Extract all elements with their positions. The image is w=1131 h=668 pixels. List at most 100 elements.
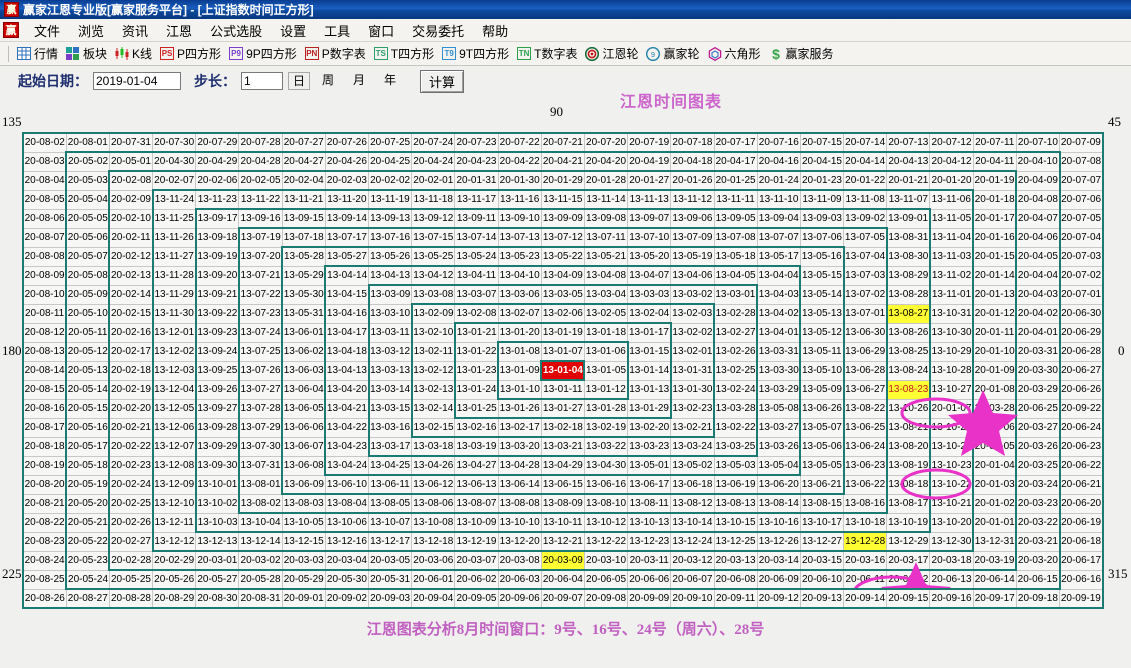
gann-cell-8-7[interactable]: 13-04-15 <box>324 285 370 305</box>
gann-cell-18-0[interactable]: 20-08-20 <box>21 475 67 495</box>
gann-cell-8-2[interactable]: 20-02-14 <box>108 285 154 305</box>
gann-cell-6-2[interactable]: 20-02-12 <box>108 247 154 267</box>
gann-cell-3-14[interactable]: 13-11-13 <box>627 189 672 210</box>
gann-cell-18-15[interactable]: 13-06-18 <box>670 475 715 495</box>
gann-cell-16-5[interactable]: 13-07-30 <box>237 437 283 457</box>
gann-cell-8-23[interactable]: 20-04-03 <box>1016 285 1061 305</box>
gann-cell-3-22[interactable]: 20-01-18 <box>973 190 1018 210</box>
gann-cell-22-10[interactable]: 20-03-07 <box>454 551 499 571</box>
gann-cell-21-15[interactable]: 13-12-24 <box>670 532 715 552</box>
gann-cell-17-8[interactable]: 13-04-25 <box>368 456 413 476</box>
gann-cell-22-24[interactable]: 20-06-17 <box>1059 551 1104 571</box>
gann-cell-20-11[interactable]: 13-10-10 <box>498 513 542 533</box>
gann-cell-24-7[interactable]: 20-09-02 <box>325 589 370 609</box>
gann-cell-24-10[interactable]: 20-09-05 <box>454 589 499 609</box>
gann-cell-8-22[interactable]: 20-01-13 <box>973 285 1018 305</box>
gann-cell-17-5[interactable]: 13-07-31 <box>237 456 283 476</box>
gann-cell-7-22[interactable]: 20-01-14 <box>973 266 1018 286</box>
gann-cell-12-7[interactable]: 13-04-13 <box>324 361 370 381</box>
gann-cell-7-7[interactable]: 13-04-14 <box>324 265 370 286</box>
gann-cell-20-17[interactable]: 13-10-16 <box>757 513 801 533</box>
gann-cell-11-7[interactable]: 13-04-18 <box>324 342 370 362</box>
gann-cell-7-11[interactable]: 13-04-10 <box>498 265 542 286</box>
gann-cell-18-3[interactable]: 13-12-09 <box>151 475 197 495</box>
gann-cell-10-4[interactable]: 13-09-23 <box>194 323 240 343</box>
gann-cell-19-13[interactable]: 13-08-10 <box>584 494 629 514</box>
gann-cell-0-14[interactable]: 20-07-19 <box>627 132 672 153</box>
gann-cell-23-18[interactable]: 20-06-10 <box>800 570 845 590</box>
gann-cell-9-5[interactable]: 13-07-23 <box>237 304 283 324</box>
gann-cell-0-5[interactable]: 20-07-28 <box>238 132 283 153</box>
gann-cell-22-11[interactable]: 20-03-08 <box>498 551 542 571</box>
gann-cell-10-5[interactable]: 13-07-24 <box>237 323 283 343</box>
gann-cell-5-13[interactable]: 13-07-11 <box>584 227 629 248</box>
gann-cell-21-7[interactable]: 13-12-16 <box>325 532 370 552</box>
gann-cell-12-12[interactable]: 13-01-04 <box>540 360 586 381</box>
gann-cell-11-4[interactable]: 13-09-24 <box>194 342 240 362</box>
gann-cell-8-0[interactable]: 20-08-10 <box>21 285 67 305</box>
gann-cell-20-14[interactable]: 13-10-13 <box>627 513 672 533</box>
gann-cell-7-10[interactable]: 13-04-11 <box>454 265 499 286</box>
gann-cell-1-23[interactable]: 20-04-10 <box>1016 151 1061 172</box>
gann-cell-21-8[interactable]: 13-12-17 <box>368 532 413 552</box>
gann-cell-9-17[interactable]: 13-04-02 <box>757 304 802 324</box>
gann-cell-14-24[interactable]: 20-09-22 <box>1059 399 1104 419</box>
menu-item-0[interactable]: 文件 <box>34 23 61 39</box>
gann-cell-18-4[interactable]: 13-10-01 <box>194 475 240 495</box>
gann-cell-9-20[interactable]: 13-08-27 <box>886 304 931 324</box>
gann-cell-2-16[interactable]: 20-01-25 <box>714 170 758 191</box>
gann-cell-5-23[interactable]: 20-04-06 <box>1016 228 1061 248</box>
gann-cell-14-8[interactable]: 13-03-15 <box>367 399 413 419</box>
gann-cell-8-24[interactable]: 20-07-01 <box>1059 285 1104 305</box>
gann-cell-1-20[interactable]: 20-04-13 <box>886 151 931 172</box>
gann-cell-2-2[interactable]: 20-02-08 <box>108 170 154 191</box>
gann-cell-20-7[interactable]: 13-10-06 <box>325 513 370 533</box>
gann-cell-5-1[interactable]: 20-05-06 <box>65 228 110 248</box>
menu-item-4[interactable]: 公式选股 <box>210 23 263 39</box>
gann-cell-22-8[interactable]: 20-03-05 <box>368 551 413 571</box>
gann-cell-6-4[interactable]: 13-09-19 <box>194 247 240 267</box>
gann-cell-0-24[interactable]: 20-07-09 <box>1059 132 1104 153</box>
gann-cell-11-13[interactable]: 13-01-06 <box>584 341 629 362</box>
gann-cell-24-22[interactable]: 20-09-17 <box>973 589 1017 609</box>
toolbar-button-10[interactable]: 9 赢家轮 <box>642 44 703 63</box>
gann-cell-17-3[interactable]: 13-12-08 <box>151 456 197 476</box>
gann-cell-19-24[interactable]: 20-06-20 <box>1059 494 1104 514</box>
gann-cell-14-4[interactable]: 13-09-27 <box>194 399 240 419</box>
gann-cell-19-5[interactable]: 13-08-02 <box>237 494 283 514</box>
gann-cell-8-17[interactable]: 13-04-03 <box>757 285 802 305</box>
gann-cell-6-3[interactable]: 13-11-27 <box>151 247 197 267</box>
gann-cell-23-13[interactable]: 20-06-05 <box>584 570 629 590</box>
gann-cell-5-19[interactable]: 13-07-05 <box>843 227 888 248</box>
gann-cell-0-4[interactable]: 20-07-29 <box>195 132 240 153</box>
menu-item-5[interactable]: 设置 <box>280 23 307 39</box>
gann-cell-18-14[interactable]: 13-06-17 <box>627 475 672 495</box>
gann-cell-19-9[interactable]: 13-08-06 <box>411 494 456 514</box>
gann-cell-24-15[interactable]: 20-09-10 <box>670 589 715 609</box>
gann-cell-22-23[interactable]: 20-03-20 <box>1016 551 1061 571</box>
gann-cell-7-3[interactable]: 13-11-28 <box>151 266 197 286</box>
gann-cell-2-3[interactable]: 20-02-07 <box>152 170 197 191</box>
gann-cell-24-14[interactable]: 20-09-09 <box>627 589 672 609</box>
gann-cell-15-5[interactable]: 13-07-29 <box>237 418 283 438</box>
gann-cell-8-6[interactable]: 13-05-30 <box>281 285 326 305</box>
gann-cell-8-10[interactable]: 13-03-07 <box>454 284 499 305</box>
gann-cell-14-14[interactable]: 13-01-29 <box>627 399 672 419</box>
gann-cell-4-7[interactable]: 13-09-14 <box>325 208 370 229</box>
gann-cell-23-7[interactable]: 20-05-30 <box>325 570 370 590</box>
gann-cell-18-16[interactable]: 13-06-19 <box>714 475 758 495</box>
gann-cell-5-7[interactable]: 13-07-17 <box>325 227 370 248</box>
gann-cell-3-0[interactable]: 20-08-05 <box>21 190 67 210</box>
gann-cell-7-1[interactable]: 20-05-08 <box>65 266 110 286</box>
gann-cell-13-17[interactable]: 13-03-29 <box>757 380 802 400</box>
gann-cell-9-18[interactable]: 13-05-13 <box>800 304 845 324</box>
toolbar-button-8[interactable]: TN T数字表 <box>513 44 581 63</box>
gann-cell-23-3[interactable]: 20-05-26 <box>152 570 197 590</box>
gann-cell-8-3[interactable]: 13-11-29 <box>151 285 197 305</box>
gann-cell-23-20[interactable]: 20-06-12 <box>886 570 931 590</box>
gann-cell-14-18[interactable]: 13-06-26 <box>800 399 845 419</box>
gann-cell-20-23[interactable]: 20-03-22 <box>1016 513 1061 533</box>
gann-cell-3-21[interactable]: 13-11-06 <box>929 189 975 210</box>
gann-cell-10-2[interactable]: 20-02-16 <box>108 323 154 343</box>
toolbar-button-0[interactable]: 行情 <box>13 44 62 63</box>
